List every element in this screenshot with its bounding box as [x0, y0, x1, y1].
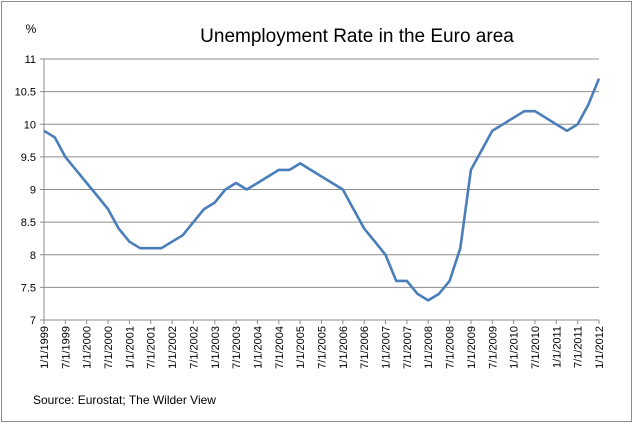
x-tick-label: 1/1/2002 [167, 326, 179, 369]
x-tick-label: 1/1/2011 [551, 326, 563, 368]
source-note: Source: Eurostat; The Wilder View [33, 393, 216, 407]
gridlines [44, 58, 599, 288]
y-tick-label: 10.5 [15, 87, 36, 99]
x-tick-label: 1/1/2009 [466, 326, 478, 369]
x-tick-label: 1/1/2010 [509, 326, 521, 369]
y-tick-label: 8 [30, 250, 36, 262]
x-tick-label: 7/1/2004 [274, 326, 286, 369]
x-tick-label: 7/1/2007 [402, 326, 414, 369]
x-tick-label: 1/1/2008 [423, 326, 435, 369]
series-line-unemployment [43, 78, 601, 302]
x-tick-label: 7/1/2008 [445, 326, 457, 369]
y-tick-label: 8.5 [21, 217, 36, 229]
x-tick-label: 7/1/2001 [146, 326, 158, 369]
x-tick-label: 7/1/2002 [188, 326, 200, 369]
x-tick-label: 1/1/2012 [594, 326, 606, 369]
y-tick-label: 7 [30, 315, 36, 327]
x-tick-label: 7/1/2011 [573, 326, 585, 368]
x-tick-label: 7/1/2005 [317, 326, 329, 369]
y-axis-ticks: 7 7.5 8 8.5 9 9.5 10 10.5 11 [15, 54, 44, 327]
x-tick-label: 7/1/2009 [487, 326, 499, 369]
x-tick-label: 7/1/2000 [103, 326, 115, 369]
x-tick-label: 1/1/2004 [252, 326, 264, 369]
x-axis-ticks: 1/1/1999 7/1/1999 1/1/2000 7/1/2000 1/1/2001… [39, 320, 606, 369]
chart-title: Unemployment Rate in the Euro area [200, 26, 514, 47]
y-axis-unit: % [26, 22, 37, 36]
x-tick-label: 1/1/2001 [124, 326, 136, 369]
x-tick-label: 7/1/2010 [530, 326, 542, 369]
x-tick-label: 7/1/2006 [359, 326, 371, 369]
x-tick-label: 7/1/2003 [231, 326, 243, 369]
y-tick-label: 9.5 [21, 152, 36, 164]
x-tick-label: 1/1/2000 [82, 326, 94, 369]
x-tick-label: 7/1/1999 [60, 326, 72, 369]
y-tick-label: 11 [25, 54, 36, 66]
y-tick-label: 7.5 [21, 282, 36, 294]
x-tick-label: 1/1/2003 [210, 326, 222, 369]
x-tick-label: 1/1/2007 [381, 326, 393, 369]
x-tick-label: 1/1/2005 [295, 326, 307, 369]
x-tick-label: 1/1/2006 [338, 326, 350, 369]
y-tick-label: 9 [30, 185, 36, 197]
y-tick-label: 10 [24, 119, 36, 131]
x-tick-label: 1/1/1999 [39, 326, 51, 369]
